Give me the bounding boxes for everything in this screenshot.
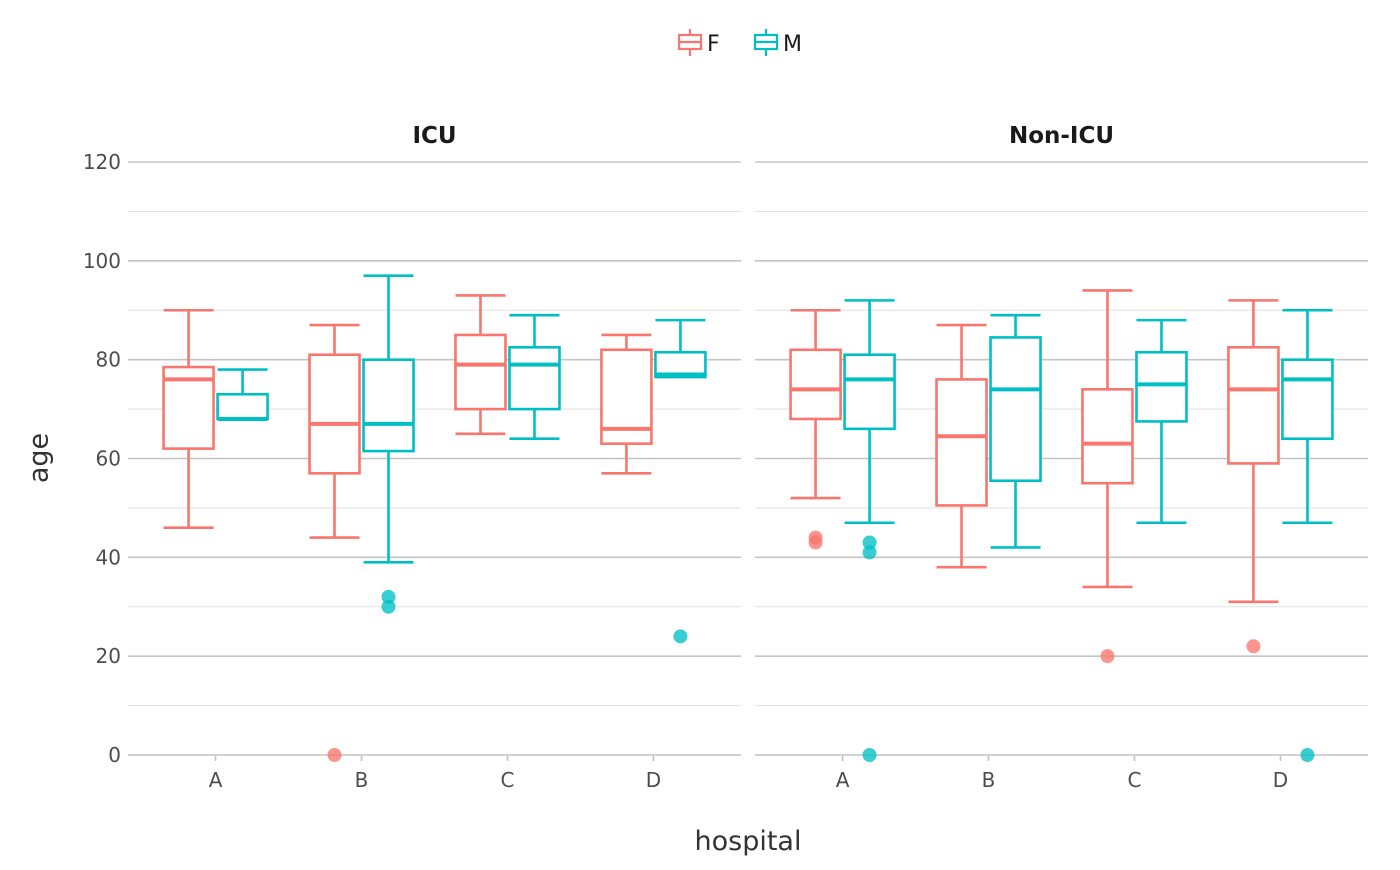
outlier-point	[862, 535, 877, 550]
box-body	[508, 346, 561, 411]
y-axis-title: age	[23, 433, 54, 483]
x-tick-label-c: C	[1127, 768, 1141, 792]
box-non-icu-c-f	[1081, 289, 1134, 664]
panel-non-icu: Non-ICU A B C D	[755, 123, 1368, 792]
panel-icu: ICU 0 20 40 60 80 100 120 A B C D	[83, 123, 741, 792]
box-icu-c-f	[454, 294, 507, 436]
outlier-point	[1246, 639, 1261, 654]
box-body	[216, 392, 269, 421]
box-body	[1227, 346, 1280, 465]
y-tick-label: 20	[96, 644, 121, 668]
y-tick-label: 40	[96, 545, 121, 569]
box-icu-a-f	[162, 308, 215, 529]
box-body	[789, 348, 842, 421]
outlier-point	[1300, 748, 1315, 762]
legend-label-f: F	[707, 32, 720, 57]
outlier-point	[381, 589, 396, 604]
outlier-point	[673, 629, 688, 644]
box-non-icu-c-m	[1135, 318, 1188, 525]
legend-key-f	[677, 29, 703, 56]
box-body	[989, 336, 1042, 483]
facet-label-non-icu: Non-ICU	[1009, 123, 1114, 149]
box-body	[843, 353, 896, 431]
legend: F M	[677, 29, 802, 57]
box-body	[935, 378, 988, 507]
box-body	[454, 333, 507, 411]
box-non-icu-b-f	[935, 323, 988, 569]
facet-panels: ICU 0 20 40 60 80 100 120 A B C D Non-ICU A B C D	[83, 123, 1368, 792]
y-tick-label: 120	[83, 150, 121, 174]
outlier-point	[327, 748, 342, 762]
outlier-point	[1100, 649, 1115, 664]
box-icu-d-m	[654, 318, 707, 644]
box-body	[1281, 358, 1334, 441]
box-body	[1081, 388, 1134, 485]
box-non-icu-a-f	[789, 308, 842, 550]
outlier-point	[381, 599, 396, 614]
box-icu-c-m	[508, 313, 561, 441]
legend-key-m	[753, 29, 779, 56]
legend-label-m: M	[783, 32, 802, 57]
box-non-icu-a-m	[843, 299, 896, 762]
y-tick-label: 80	[96, 348, 121, 372]
box-non-icu-b-m	[989, 313, 1042, 549]
x-tick-label-b: B	[355, 768, 369, 792]
x-tick-label-d: D	[646, 768, 661, 792]
box-body	[1135, 350, 1188, 423]
legend-item-m: M	[753, 29, 802, 57]
box-icu-b-f	[308, 323, 361, 762]
x-tick-label-d: D	[1273, 768, 1288, 792]
outlier-point	[862, 748, 877, 762]
box-body	[362, 358, 415, 453]
y-tick-label: 60	[96, 447, 121, 471]
y-tick-label: 100	[83, 249, 121, 273]
x-tick-label-a: A	[209, 768, 223, 792]
x-axis-title: hospital	[695, 826, 802, 857]
x-tick-label-b: B	[982, 768, 996, 792]
box-icu-b-m	[362, 274, 415, 614]
facet-label-icu: ICU	[412, 123, 456, 149]
x-tick-label-a: A	[836, 768, 850, 792]
legend-item-f: F	[677, 29, 720, 57]
box-icu-d-f	[600, 333, 653, 475]
box-body	[308, 353, 361, 475]
outlier-point	[862, 545, 877, 560]
box-non-icu-d-f	[1227, 299, 1280, 654]
x-tick-label-c: C	[500, 768, 514, 792]
y-tick-label: 0	[108, 743, 121, 767]
box-non-icu-d-m	[1281, 308, 1334, 762]
box-icu-a-m	[216, 368, 269, 421]
outlier-point	[808, 530, 823, 545]
